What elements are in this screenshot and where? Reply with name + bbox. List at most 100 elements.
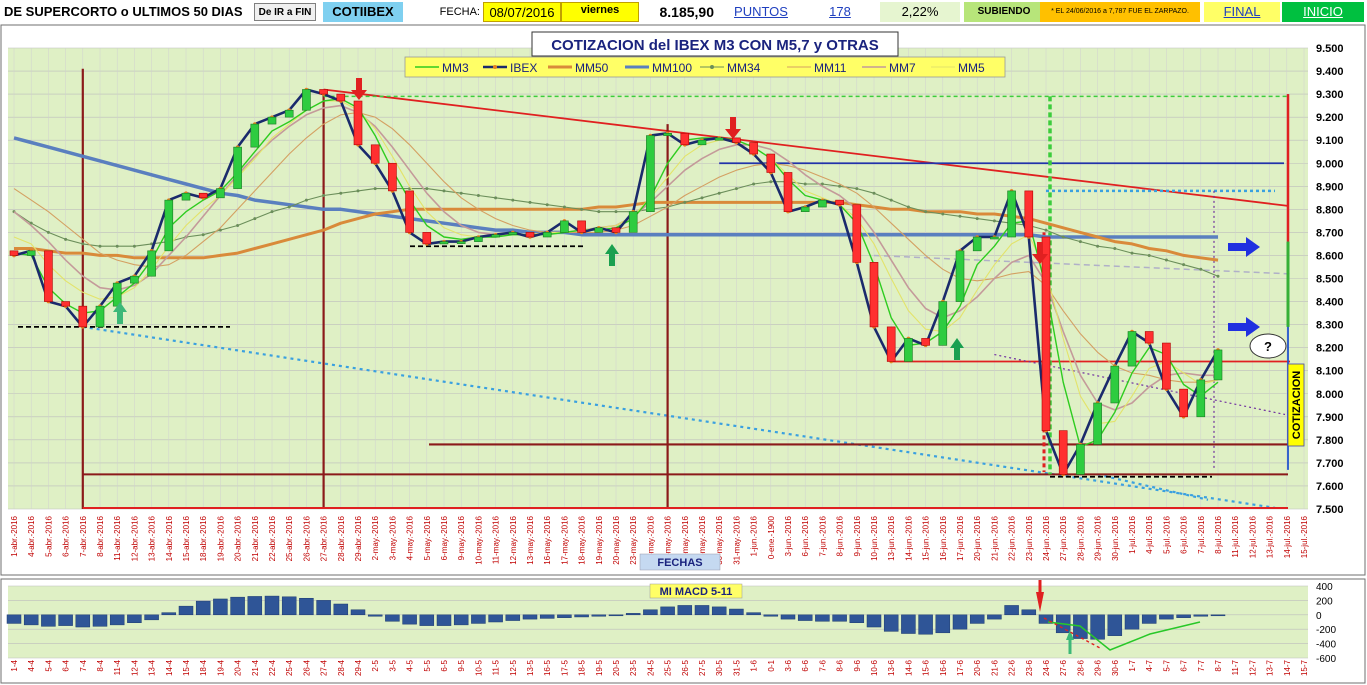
- down-arrow: [351, 78, 367, 100]
- series-line-mm5: [13, 100, 1219, 425]
- ir-a-fin-button[interactable]: De IR a FIN: [254, 3, 316, 21]
- macd-bar: [488, 614, 503, 623]
- y-tick-label: 9.000: [1316, 158, 1344, 170]
- x-tick-label: 19-may.-2016: [595, 515, 604, 564]
- x-tick-label: 31-may.-2016: [732, 515, 741, 564]
- y-tick-label: 8.800: [1316, 204, 1344, 216]
- macd-x-tick-label: 10-6: [870, 659, 879, 676]
- series-point-mm34: [270, 210, 274, 214]
- legend-label-mm3: MM3: [442, 61, 469, 75]
- macd-bar: [797, 614, 813, 621]
- series-line-mm50: [14, 200, 1219, 262]
- final-link[interactable]: FINAL: [1204, 2, 1280, 22]
- macd-bar: [780, 614, 796, 620]
- macd-bar: [625, 613, 641, 616]
- macd-x-tick-label: 22-6: [1008, 659, 1017, 676]
- macd-bar: [969, 614, 985, 624]
- macd-x-tick-label: 9-6: [853, 659, 862, 671]
- macd-x-tick-label: 27-6: [1059, 659, 1068, 676]
- macd-x-tick-label: 30-5: [715, 659, 724, 676]
- macd-x-tick-label: 14-4: [165, 659, 174, 676]
- macd-x-tick-label: 8-6: [836, 659, 845, 671]
- inicio-link[interactable]: INICIO: [1282, 2, 1364, 22]
- sheet-tab-cotiibex[interactable]: COTIIBEX: [323, 2, 403, 22]
- macd-bar: [41, 614, 56, 627]
- macd-x-tick-label: 14-7: [1283, 659, 1292, 676]
- puntos-value[interactable]: 178: [829, 4, 851, 19]
- macd-x-tick-label: 12-5: [509, 659, 518, 676]
- macd-x-tick-label: 29-6: [1094, 659, 1103, 676]
- puntos-link[interactable]: PUNTOS: [734, 4, 788, 19]
- x-tick-label: 5-jul.-2016: [1162, 515, 1171, 553]
- macd-x-tick-label: 5-4: [44, 659, 53, 671]
- macd-bar: [849, 614, 865, 623]
- macd-bar: [367, 614, 383, 617]
- x-tick-label: 22-abr.-2016: [268, 515, 277, 561]
- x-tick-label: 6-may.-2016: [440, 515, 449, 560]
- x-tick-label: 14-abr.-2016: [165, 515, 174, 561]
- legend-label-mm11: MM11: [814, 61, 847, 75]
- macd-x-tick-label: 7-6: [818, 659, 827, 671]
- chart-title: COTIZACION del IBEX M3 CON M5,7 y OTRAS: [551, 37, 879, 54]
- x-tick-label: 14-jul.-2016: [1283, 515, 1292, 558]
- series-point-mm34: [442, 189, 446, 193]
- series-point-mm34: [511, 198, 515, 202]
- macd-bar: [419, 614, 435, 626]
- macd-y-tick-label: 400: [1316, 582, 1333, 593]
- series-point-mm34: [304, 198, 308, 202]
- x-tick-label: 24-may.-2016: [646, 515, 655, 564]
- candle-down: [732, 137, 741, 143]
- x-tick-label: 15-abr.-2016: [182, 515, 191, 561]
- series-point-mm34: [425, 187, 429, 191]
- macd-bar: [58, 614, 73, 626]
- y-tick-label: 8.300: [1316, 320, 1344, 332]
- macd-bar: [987, 614, 1002, 620]
- x-tick-label: 18-abr.-2016: [199, 515, 208, 561]
- macd-up-arrow: [1066, 630, 1074, 640]
- macd-bar: [213, 598, 228, 616]
- series-point-mm34: [941, 212, 945, 216]
- macd-bar: [832, 614, 847, 622]
- x-axis-label: FECHAS: [657, 557, 702, 569]
- x-tick-label: 22-jun.-2016: [1008, 515, 1017, 560]
- series-point-mm34: [1182, 263, 1186, 267]
- series-point-mm34: [614, 210, 618, 214]
- series-point-mm34: [924, 210, 928, 214]
- macd-y-tick-label: -400: [1316, 640, 1336, 651]
- candle-down: [886, 326, 896, 362]
- candle-up: [491, 234, 500, 238]
- macd-x-tick-label: 13-4: [148, 659, 157, 676]
- macd-x-tick-label: 1-4: [10, 659, 19, 671]
- candle-up: [990, 236, 999, 240]
- candle-up: [302, 89, 311, 111]
- macd-bar: [161, 612, 177, 616]
- x-tick-label: 19-abr.-2016: [216, 515, 225, 561]
- macd-bar: [453, 614, 469, 626]
- candle-down: [1041, 236, 1051, 431]
- macd-bar: [436, 614, 452, 626]
- x-tick-label: 12-abr.-2016: [130, 515, 139, 561]
- y-tick-label: 7.800: [1316, 435, 1344, 447]
- candle-down: [422, 232, 432, 245]
- y-tick-label: 9.200: [1316, 112, 1344, 124]
- x-tick-label: 6-jul.-2016: [1180, 515, 1189, 553]
- candle-down: [370, 144, 380, 164]
- x-tick-label: 1-jun.-2016: [750, 515, 759, 556]
- series-point-mm34: [700, 196, 704, 200]
- macd-x-tick-label: 18-4: [199, 659, 208, 676]
- series-point-mm34: [1061, 235, 1065, 239]
- x-tick-label: 4-abr.-2016: [27, 515, 36, 556]
- x-tick-label: 13-abr.-2016: [148, 515, 157, 561]
- x-tick-label: 9-jun.-2016: [853, 515, 862, 556]
- series-point-mm34: [253, 217, 257, 221]
- x-tick-label: 15-jul.-2016: [1300, 515, 1309, 558]
- x-tick-label: 8-jun.-2016: [836, 515, 845, 556]
- series-point-mm34: [992, 219, 996, 223]
- macd-x-tick-label: 30-6: [1111, 659, 1120, 676]
- series-point-mm34: [1199, 267, 1203, 271]
- macd-bar: [1176, 614, 1191, 618]
- series-point-mm34: [717, 191, 721, 195]
- series-point-mm34: [236, 223, 240, 227]
- x-tick-label: 21-jun.-2016: [990, 515, 999, 560]
- macd-bar: [247, 596, 263, 616]
